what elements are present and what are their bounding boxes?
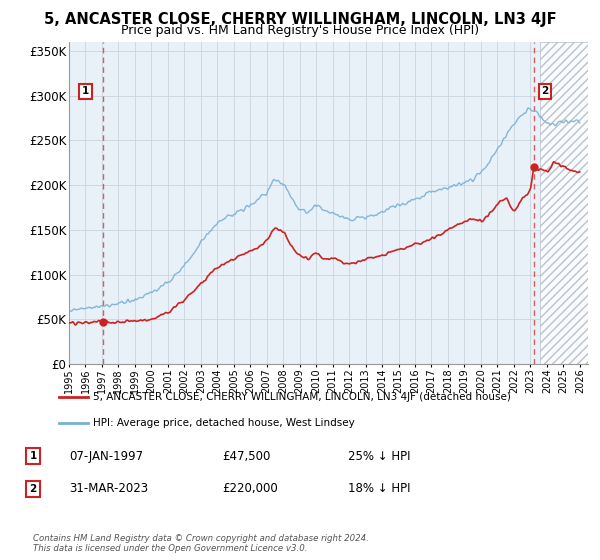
Text: £47,500: £47,500 (222, 450, 271, 463)
Text: 5, ANCASTER CLOSE, CHERRY WILLINGHAM, LINCOLN, LN3 4JF: 5, ANCASTER CLOSE, CHERRY WILLINGHAM, LI… (44, 12, 556, 27)
Text: 25% ↓ HPI: 25% ↓ HPI (348, 450, 410, 463)
Text: £220,000: £220,000 (222, 482, 278, 496)
Text: 2: 2 (29, 484, 37, 494)
Text: 2: 2 (542, 86, 549, 96)
Text: Price paid vs. HM Land Registry's House Price Index (HPI): Price paid vs. HM Land Registry's House … (121, 24, 479, 36)
Text: Contains HM Land Registry data © Crown copyright and database right 2024.
This d: Contains HM Land Registry data © Crown c… (33, 534, 369, 553)
Text: 1: 1 (82, 86, 89, 96)
Text: 18% ↓ HPI: 18% ↓ HPI (348, 482, 410, 496)
Text: 5, ANCASTER CLOSE, CHERRY WILLINGHAM, LINCOLN, LN3 4JF (detached house): 5, ANCASTER CLOSE, CHERRY WILLINGHAM, LI… (93, 392, 511, 402)
Text: HPI: Average price, detached house, West Lindsey: HPI: Average price, detached house, West… (93, 418, 355, 428)
Text: 07-JAN-1997: 07-JAN-1997 (69, 450, 143, 463)
Text: 31-MAR-2023: 31-MAR-2023 (69, 482, 148, 496)
Text: 1: 1 (29, 451, 37, 461)
Bar (540, 42, 588, 364)
